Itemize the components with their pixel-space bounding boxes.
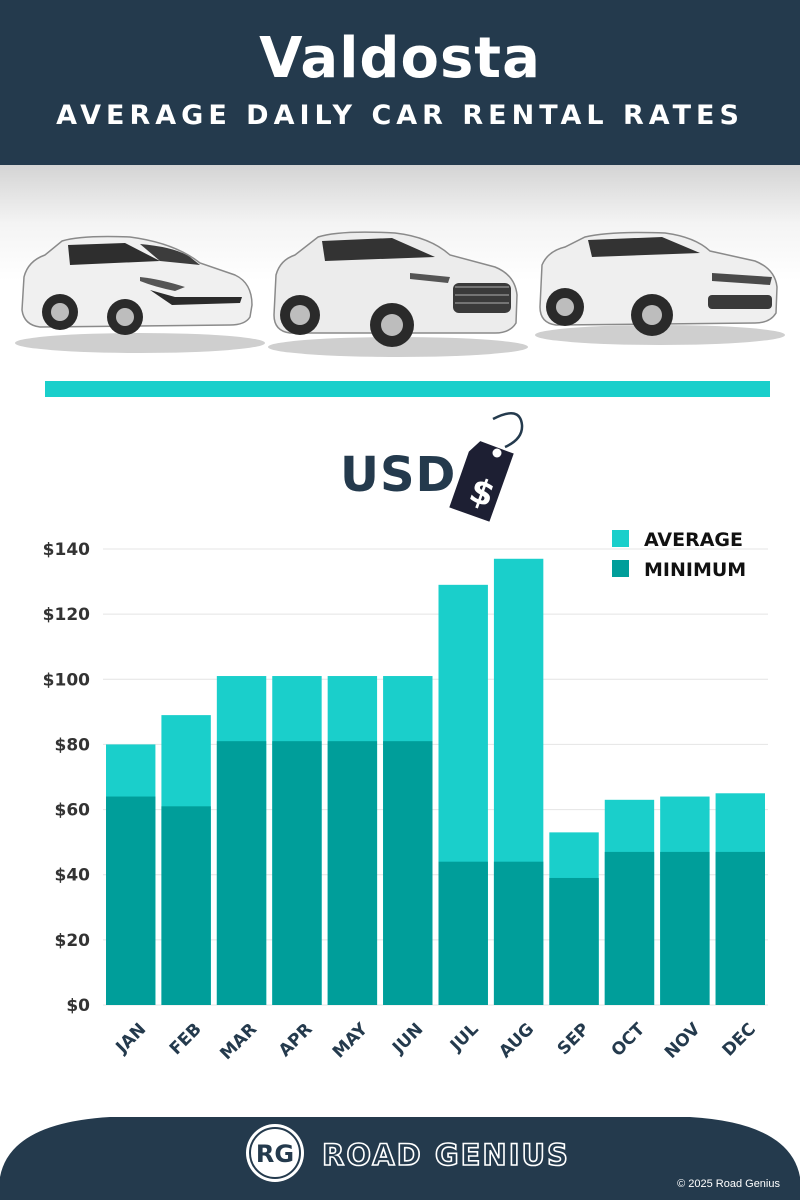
bar-minimum-aug <box>493 861 544 1005</box>
bar-minimum-oct <box>604 851 655 1005</box>
y-tick-label: $40 <box>55 866 91 886</box>
currency-label: USD <box>340 447 457 503</box>
legend-swatch-minimum <box>612 560 629 577</box>
road-genius-logo: RG <box>246 1124 304 1182</box>
footer-bar: RG <box>0 1105 800 1200</box>
copyright-text: © 2025 Road Genius <box>677 1178 780 1190</box>
x-tick-label: APR <box>275 1019 317 1061</box>
x-tick-label: DEC <box>719 1019 760 1060</box>
x-tick-label: OCT <box>608 1019 650 1061</box>
bar-minimum-mar <box>216 741 267 1005</box>
bar-minimum-nov <box>660 851 710 1005</box>
bar-minimum-sep <box>549 877 599 1005</box>
y-tick-label: $140 <box>43 540 90 560</box>
legend-label-minimum: MINIMUM <box>644 559 746 581</box>
x-tick-label: MAY <box>329 1019 372 1062</box>
logo-monogram: RG <box>256 1140 294 1168</box>
page-title: Valdosta <box>259 26 541 91</box>
bar-minimum-feb <box>161 806 211 1005</box>
accent-divider <box>45 381 770 397</box>
rental-rates-chart: $0 $20 $40 $60 $80 $100 $120 $140 JAN FEB MAR APR MA… <box>43 529 768 1064</box>
x-tick-label: MAR <box>216 1019 261 1064</box>
price-tag-icon: $ <box>446 412 524 525</box>
y-tick-label: $100 <box>43 670 90 690</box>
car-banner <box>0 165 800 375</box>
bar-minimum-jan <box>106 796 156 1005</box>
currency-heading: USD $ <box>0 405 800 535</box>
y-tick-label: $20 <box>55 931 91 951</box>
x-tick-label: FEB <box>166 1019 206 1059</box>
x-tick-label: JUN <box>388 1019 427 1058</box>
legend-swatch-average <box>612 530 629 547</box>
x-tick-label: JUL <box>446 1019 483 1056</box>
y-tick-label: $60 <box>55 801 91 821</box>
x-tick-label: AUG <box>495 1019 538 1062</box>
bar-minimum-dec <box>715 851 765 1005</box>
x-tick-label: SEP <box>554 1019 594 1059</box>
y-tick-label: $80 <box>55 735 91 755</box>
luxury-suv-car-icon <box>539 231 778 336</box>
hatchback-car-icon <box>21 235 253 335</box>
brand-name: ROAD GENIUS <box>321 1137 570 1173</box>
bar-minimum-jun <box>383 741 433 1005</box>
bar-minimum-may <box>327 741 378 1005</box>
y-tick-label: $120 <box>43 605 90 625</box>
page-subtitle: AVERAGE DAILY CAR RENTAL RATES <box>56 100 744 131</box>
suv-car-icon <box>273 231 518 347</box>
header-banner: Valdosta AVERAGE DAILY CAR RENTAL RATES <box>0 0 800 165</box>
bar-minimum-apr <box>272 741 322 1005</box>
bar-minimum-jul <box>438 861 488 1005</box>
x-tick-label: NOV <box>661 1019 705 1063</box>
legend-label-average: AVERAGE <box>644 529 743 551</box>
x-tick-label: JAN <box>112 1019 151 1058</box>
y-tick-label: $0 <box>66 996 90 1016</box>
